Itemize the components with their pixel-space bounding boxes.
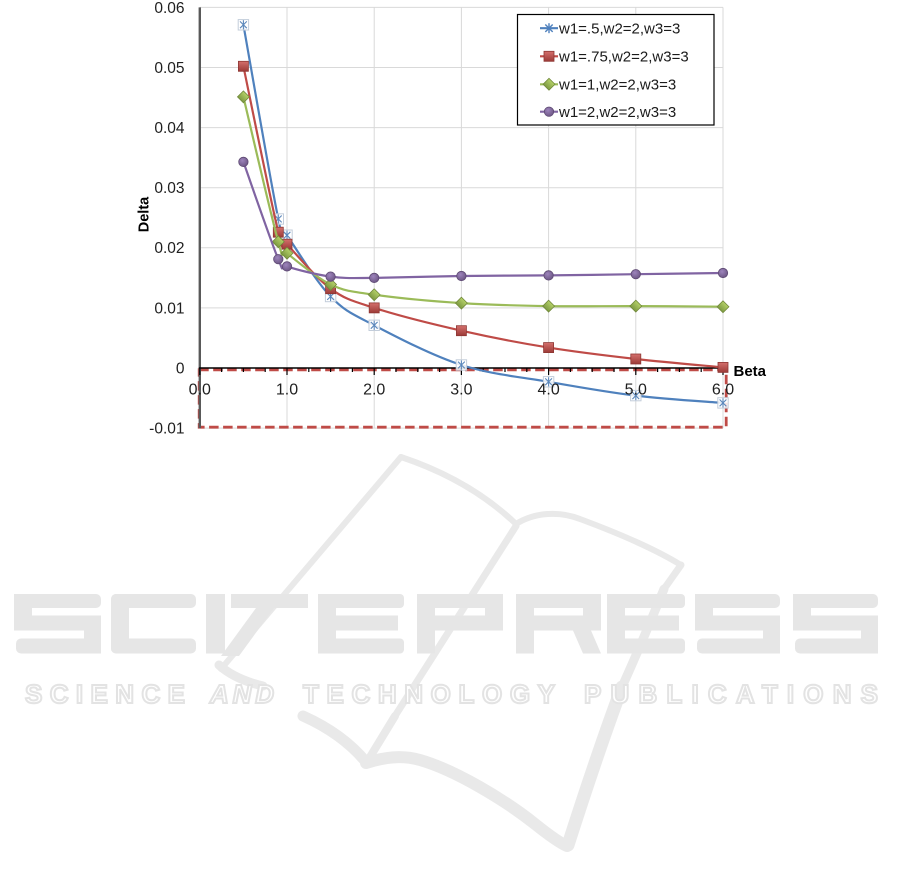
- svg-text:3.0: 3.0: [450, 382, 472, 399]
- svg-text:w1=2,w2=2,w3=3: w1=2,w2=2,w3=3: [558, 104, 676, 121]
- svg-text:0.02: 0.02: [154, 240, 184, 257]
- svg-text:0.05: 0.05: [154, 60, 184, 77]
- svg-text:w1=.5,w2=2,w3=3: w1=.5,w2=2,w3=3: [558, 21, 680, 38]
- svg-text:6.0: 6.0: [712, 382, 734, 399]
- svg-text:0.06: 0.06: [154, 0, 184, 17]
- svg-text:0.03: 0.03: [154, 180, 184, 197]
- svg-text:1.0: 1.0: [276, 382, 298, 399]
- svg-text:Beta: Beta: [734, 363, 767, 380]
- svg-text:2.0: 2.0: [363, 382, 385, 399]
- svg-text:w1=1,w2=2,w3=3: w1=1,w2=2,w3=3: [558, 77, 676, 94]
- svg-text:Delta: Delta: [137, 196, 153, 232]
- svg-text:w1=.75,w2=2,w3=3: w1=.75,w2=2,w3=3: [558, 49, 689, 66]
- svg-text:5.0: 5.0: [625, 382, 647, 399]
- svg-text:0: 0: [176, 360, 185, 377]
- svg-text:-0.01: -0.01: [149, 421, 184, 438]
- svg-text:0.01: 0.01: [154, 300, 184, 317]
- svg-text:4.0: 4.0: [537, 382, 559, 399]
- svg-text:AND: AND: [209, 679, 274, 709]
- svg-text:0.04: 0.04: [154, 120, 185, 137]
- svg-text:SCIENCE: SCIENCE: [25, 679, 185, 709]
- svg-text:0.0: 0.0: [189, 382, 211, 399]
